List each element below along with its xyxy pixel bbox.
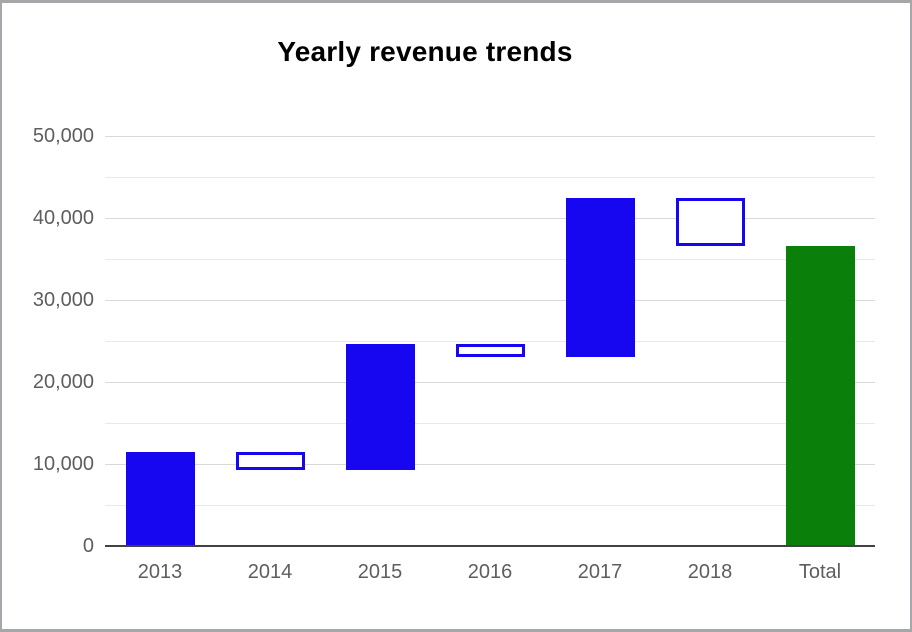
minor-gridline [105,258,875,260]
x-axis-label-2015: 2015 [357,561,403,583]
waterfall-bar-2018[interactable] [675,197,745,246]
x-axis-label-2017: 2017 [577,561,623,583]
y-axis-tick-label: 0 [82,535,94,557]
chart-title: Yearly revenue trends [277,36,573,67]
major-gridline [105,135,875,137]
minor-gridline [105,504,875,506]
x-axis-label-2014: 2014 [247,561,293,583]
x-axis-label-2016: 2016 [467,561,513,583]
waterfall-bar-2013[interactable] [125,451,195,546]
y-axis-tick-label: 40,000 [32,207,94,229]
waterfall-bar-2015[interactable] [345,344,415,470]
plot-area [105,135,875,547]
y-axis-tick-label: 50,000 [32,125,94,147]
y-axis-tick-label: 10,000 [32,453,94,475]
x-axis-label-total: Total [798,561,842,583]
minor-gridline [105,340,875,342]
y-axis-tick-label: 20,000 [32,371,94,393]
waterfall-bar-2017[interactable] [565,197,635,358]
waterfall-bar-2016[interactable] [455,344,525,358]
waterfall-bar-2014[interactable] [235,451,305,470]
x-axis-baseline [105,545,875,547]
major-gridline [105,463,875,465]
waterfall-bar-total[interactable] [785,245,855,546]
major-gridline [105,381,875,383]
major-gridline [105,299,875,301]
x-axis-label-2013: 2013 [137,561,183,583]
minor-gridline [105,176,875,178]
major-gridline [105,217,875,219]
x-axis-label-2018: 2018 [687,561,733,583]
y-axis-tick-label: 30,000 [32,289,94,311]
minor-gridline [105,422,875,424]
